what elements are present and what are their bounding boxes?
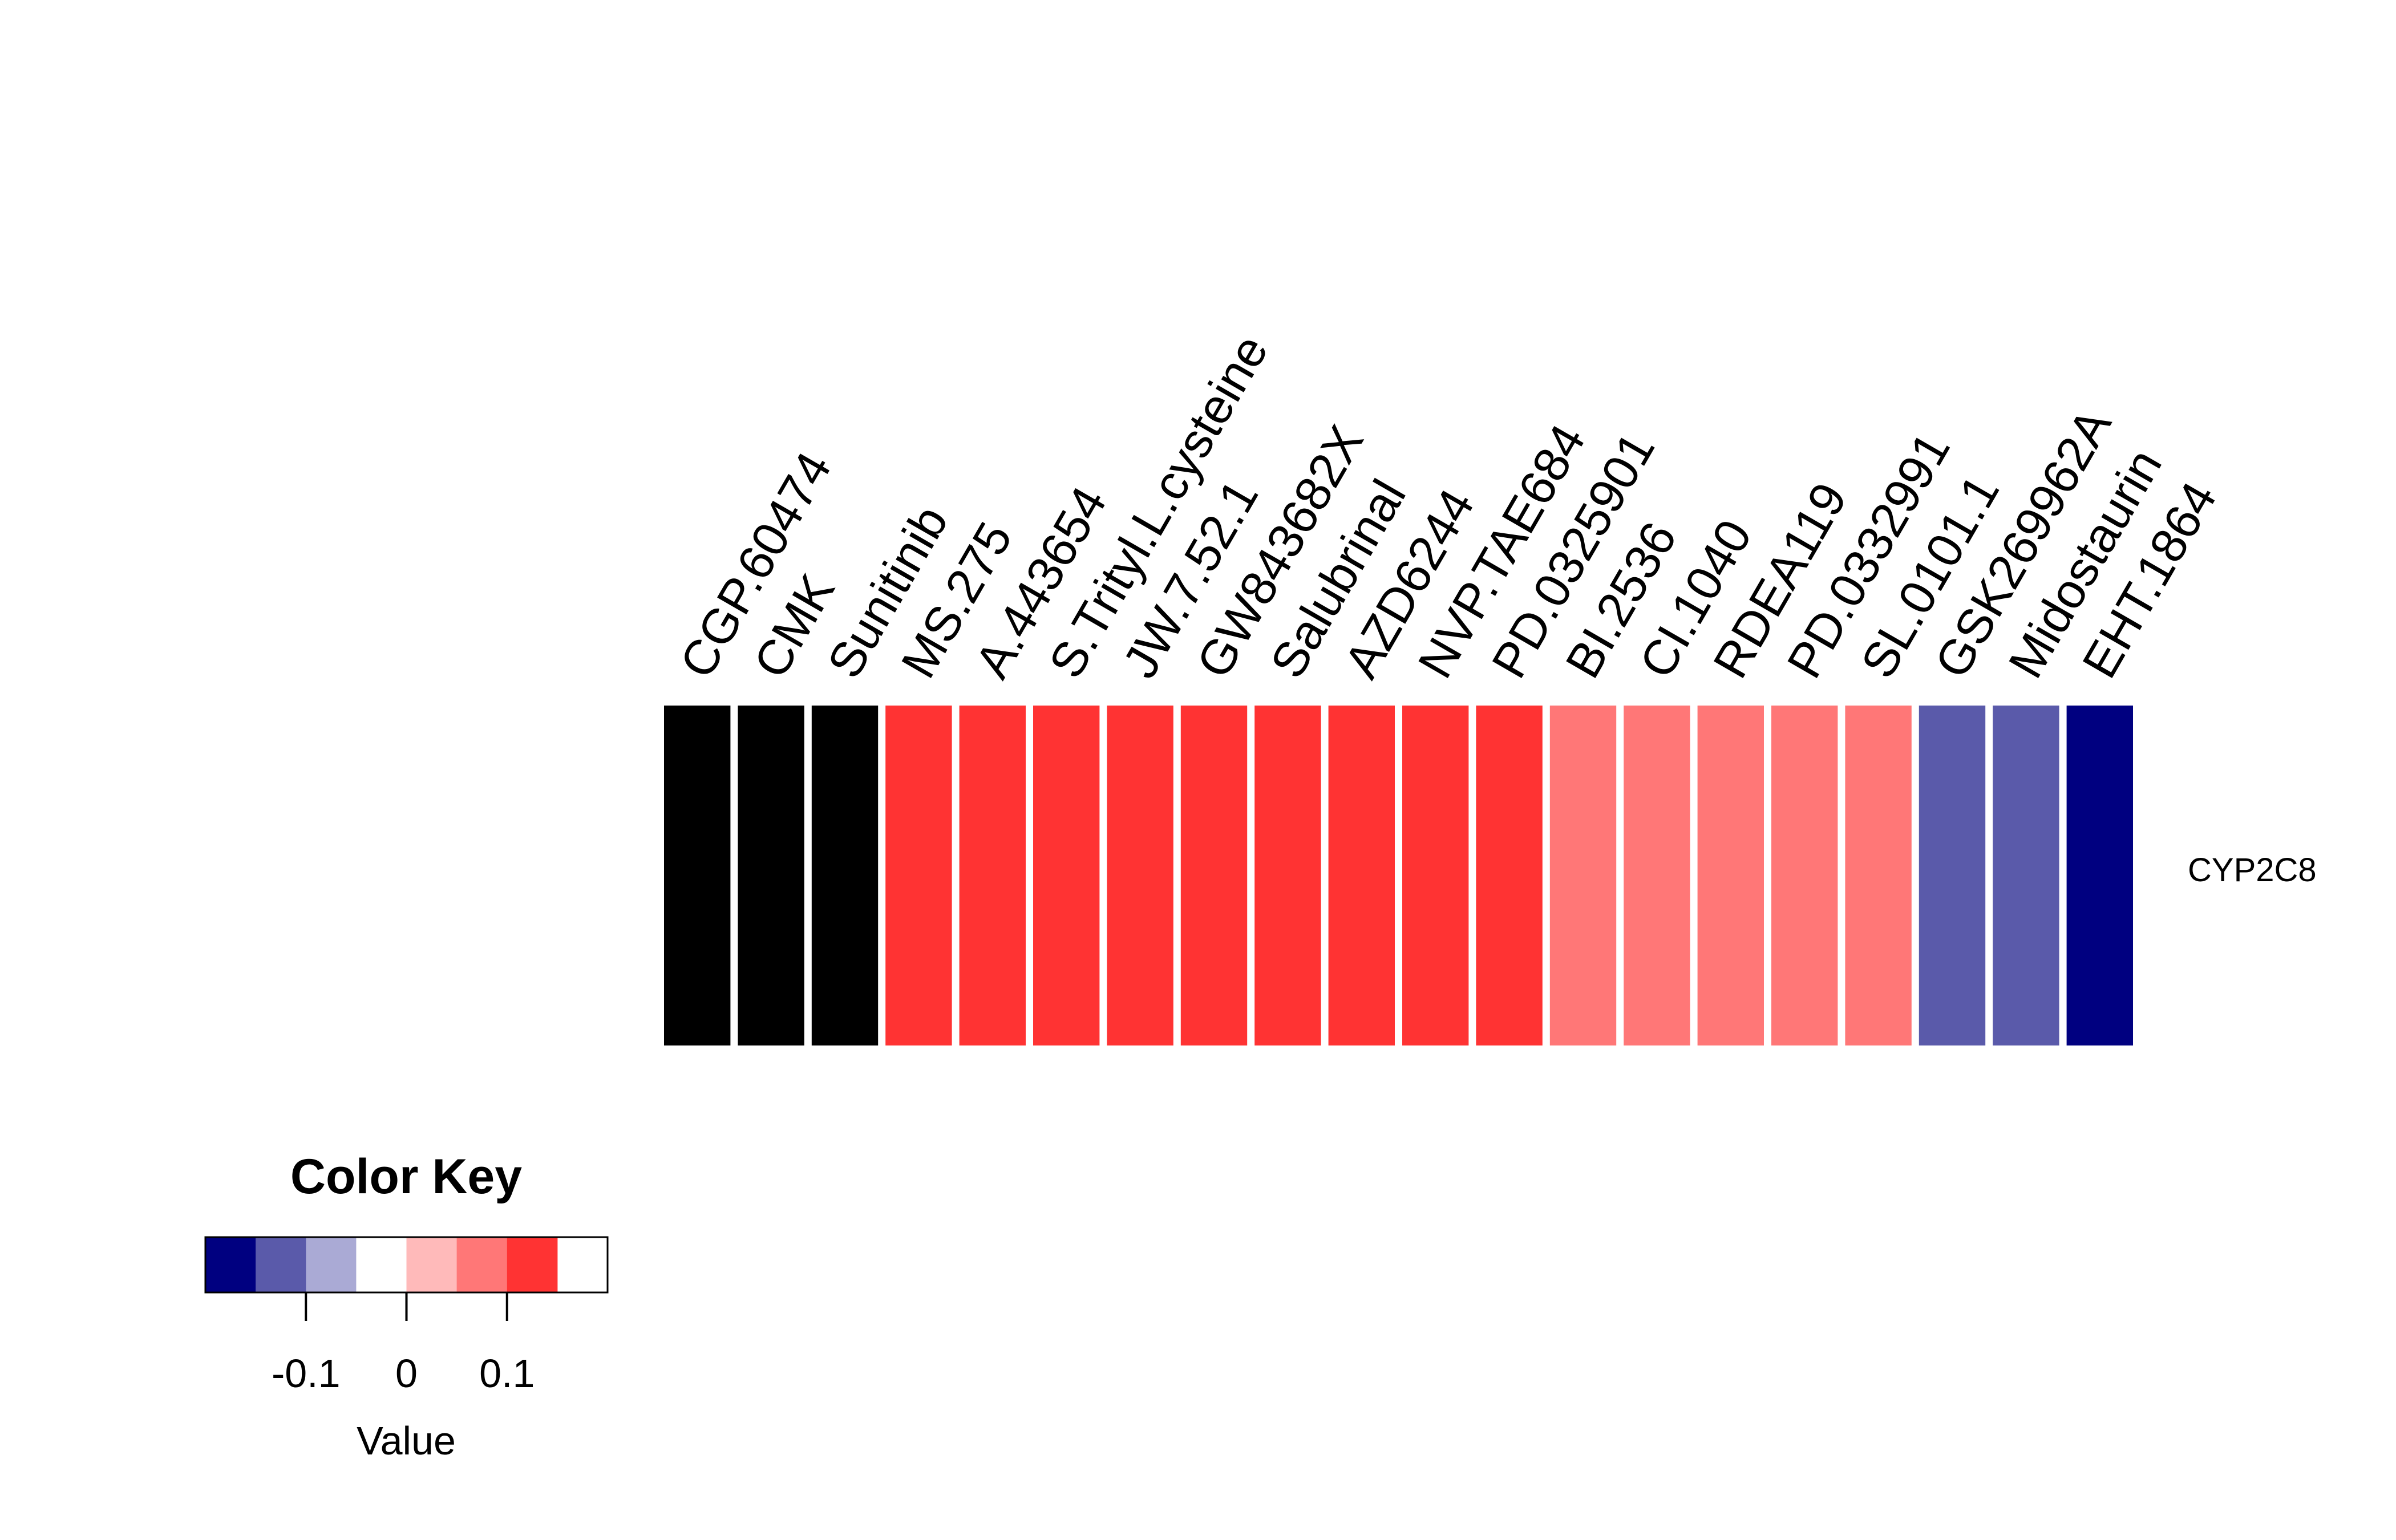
heatmap-cell	[1402, 706, 1469, 1045]
color-key-bin	[507, 1237, 558, 1292]
column-labels: CGP.60474CMKSunitinibMS.275A.443654S.Tri…	[670, 326, 2228, 687]
color-key-bin	[406, 1237, 458, 1292]
color-key-xlabel: Value	[357, 1419, 456, 1463]
color-key-bin	[306, 1237, 357, 1292]
color-key-title: Color Key	[290, 1149, 522, 1204]
color-key-tick-label: -0.1	[272, 1351, 341, 1396]
heatmap-cell	[1845, 706, 1912, 1045]
color-key-tick-label: 0.1	[479, 1351, 535, 1396]
heatmap-cell	[2066, 706, 2133, 1045]
row-label: CYP2C8	[2188, 852, 2317, 889]
heatmap-cell	[811, 706, 879, 1045]
heatmap-cell	[1254, 706, 1321, 1045]
heatmap-cell	[1180, 706, 1248, 1045]
heatmap-cell	[1697, 706, 1764, 1045]
color-key-bin	[456, 1237, 508, 1292]
color-key-bin	[356, 1237, 407, 1292]
heatmap-cell	[885, 706, 952, 1045]
heatmap-cell	[1107, 706, 1173, 1045]
heatmap-cell	[1476, 706, 1543, 1045]
color-key-bin	[205, 1237, 256, 1292]
heatmap-cell	[1771, 706, 1838, 1045]
color-key-tick-label: 0	[395, 1351, 418, 1396]
heatmap-cell	[664, 706, 731, 1045]
heatmap-cell	[1033, 706, 1100, 1045]
color-key-bin	[256, 1237, 306, 1292]
color-key-ticks: -0.1 0 0.1	[272, 1292, 535, 1396]
heatmap-cell	[1549, 706, 1617, 1045]
color-key-bins	[205, 1237, 558, 1292]
heatmap-cell	[1919, 706, 1986, 1045]
heatmap-cells	[664, 706, 2133, 1045]
heatmap-cell	[1624, 706, 1690, 1045]
heatmap-cell	[738, 706, 804, 1045]
heatmap-cell	[959, 706, 1026, 1045]
heatmap-cell	[1328, 706, 1395, 1045]
heatmap-cell	[1993, 706, 2059, 1045]
color-key: Color Key -0.1 0 0.1 Value	[204, 1149, 609, 1463]
